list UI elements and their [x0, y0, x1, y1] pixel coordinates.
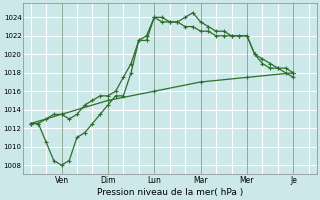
- X-axis label: Pression niveau de la mer( hPa ): Pression niveau de la mer( hPa ): [97, 188, 243, 197]
